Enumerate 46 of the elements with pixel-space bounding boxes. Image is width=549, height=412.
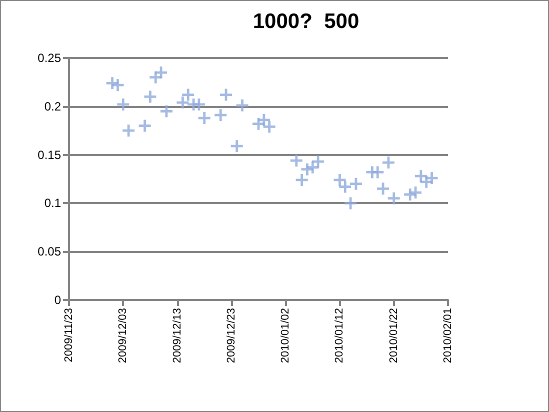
- y-tick-label: 0.25: [38, 51, 62, 65]
- y-tick-label: 0.1: [44, 196, 62, 210]
- point: [182, 88, 194, 101]
- point: [160, 105, 172, 118]
- point: [138, 120, 151, 132]
- point: [312, 156, 324, 168]
- x-tick-label: 2009/12/03: [117, 308, 130, 364]
- y-tick-label: 0: [54, 293, 62, 307]
- point: [377, 182, 390, 195]
- point: [339, 180, 352, 193]
- point: [372, 166, 384, 178]
- point: [290, 154, 302, 167]
- x-tick-label: 2009/12/13: [171, 308, 184, 364]
- point: [388, 192, 400, 204]
- point: [214, 109, 227, 122]
- point: [306, 161, 319, 174]
- point: [176, 96, 189, 109]
- x-tick-label: 2010/01/12: [334, 308, 346, 364]
- point: [382, 156, 394, 169]
- y-tick-label: 0.15: [38, 148, 62, 162]
- point: [236, 99, 248, 112]
- x-tick-label: 2010/01/22: [388, 308, 400, 364]
- point: [230, 140, 243, 152]
- point: [117, 98, 130, 110]
- point: [334, 174, 346, 186]
- point: [344, 197, 357, 210]
- point: [258, 114, 270, 126]
- point: [112, 79, 124, 92]
- x-tick-label: 2010/01/02: [280, 308, 292, 364]
- y-tick-label: 0.05: [38, 244, 62, 259]
- point: [414, 170, 427, 182]
- x-tick-label: 2009/12/23: [225, 308, 238, 364]
- x-tick-label: 2009/11/23: [63, 308, 75, 362]
- point: [122, 124, 135, 137]
- point: [263, 120, 276, 133]
- point: [198, 112, 210, 124]
- point: [296, 174, 308, 186]
- point: [410, 186, 422, 199]
- chart-title: 1000? 500: [252, 10, 360, 33]
- x-tick-label: 2010/02/01: [442, 308, 454, 364]
- point: [350, 178, 362, 190]
- point: [220, 88, 232, 101]
- point: [144, 90, 156, 103]
- point: [192, 98, 205, 110]
- point: [426, 172, 438, 184]
- y-tick-label: 0.2: [44, 99, 62, 114]
